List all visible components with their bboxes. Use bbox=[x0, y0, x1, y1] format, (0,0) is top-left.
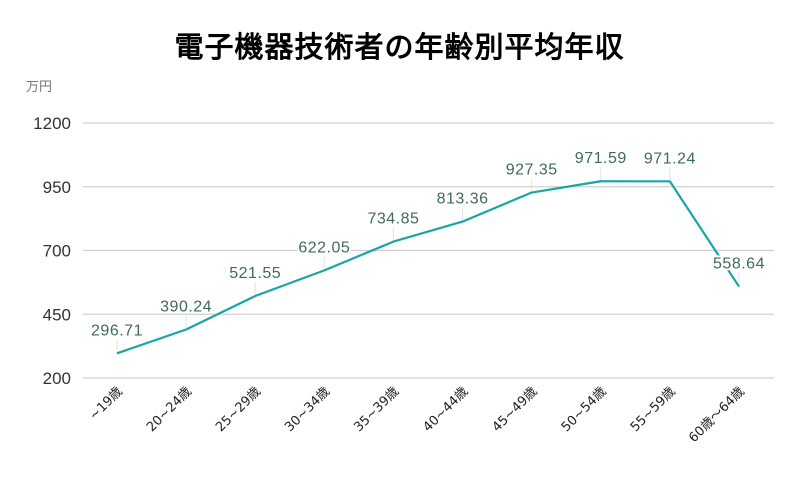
y-tick-label: 1200 bbox=[33, 114, 71, 133]
x-tick-label: 55~59歳 bbox=[628, 384, 679, 435]
x-tick-label: ~19歳 bbox=[87, 384, 126, 423]
x-tick-label: 25~29歳 bbox=[213, 384, 264, 435]
series-line bbox=[116, 180, 740, 355]
y-tick-label: 200 bbox=[43, 369, 71, 388]
x-tick-label: 60歳～64歳 bbox=[686, 384, 748, 446]
x-tick-label: 20~24歳 bbox=[144, 384, 195, 435]
y-tick-label: 700 bbox=[43, 242, 71, 261]
y-axis-unit-label: 万円 bbox=[26, 80, 53, 95]
data-label: 927.35 bbox=[506, 162, 558, 179]
x-axis-ticks: ~19歳 20~24歳 25~29歳 30~34歳 35~39歳 40~44歳 45~49歳… bbox=[87, 384, 748, 446]
data-label: 813.36 bbox=[437, 191, 489, 208]
data-label: 971.59 bbox=[575, 150, 627, 167]
data-label-leaders bbox=[116, 167, 740, 354]
y-axis-ticks: 200 450 700 950 1200 bbox=[33, 114, 71, 388]
data-label: 558.64 bbox=[713, 256, 765, 273]
gridlines bbox=[83, 122, 774, 379]
y-tick-label: 450 bbox=[43, 305, 71, 324]
x-tick-label: 50~54歳 bbox=[559, 384, 610, 435]
x-tick-label: 40~44歳 bbox=[420, 384, 471, 435]
y-tick-label: 950 bbox=[43, 178, 71, 197]
data-label: 734.85 bbox=[367, 211, 419, 228]
data-label: 521.55 bbox=[229, 265, 281, 282]
x-tick-label: 45~49歳 bbox=[490, 384, 541, 435]
data-label: 296.71 bbox=[91, 322, 143, 339]
x-tick-label: 30~34歳 bbox=[282, 384, 333, 435]
data-label: 971.24 bbox=[644, 150, 696, 167]
chart-title: 電子機器技術者の年齢別平均年収 bbox=[174, 30, 625, 64]
x-tick-label: 35~39歳 bbox=[351, 384, 402, 435]
data-label: 622.05 bbox=[298, 239, 350, 256]
data-label: 390.24 bbox=[160, 298, 212, 315]
data-labels: 296.71 390.24 521.55 622.05 734.85 813.36 927.… bbox=[89, 148, 766, 341]
